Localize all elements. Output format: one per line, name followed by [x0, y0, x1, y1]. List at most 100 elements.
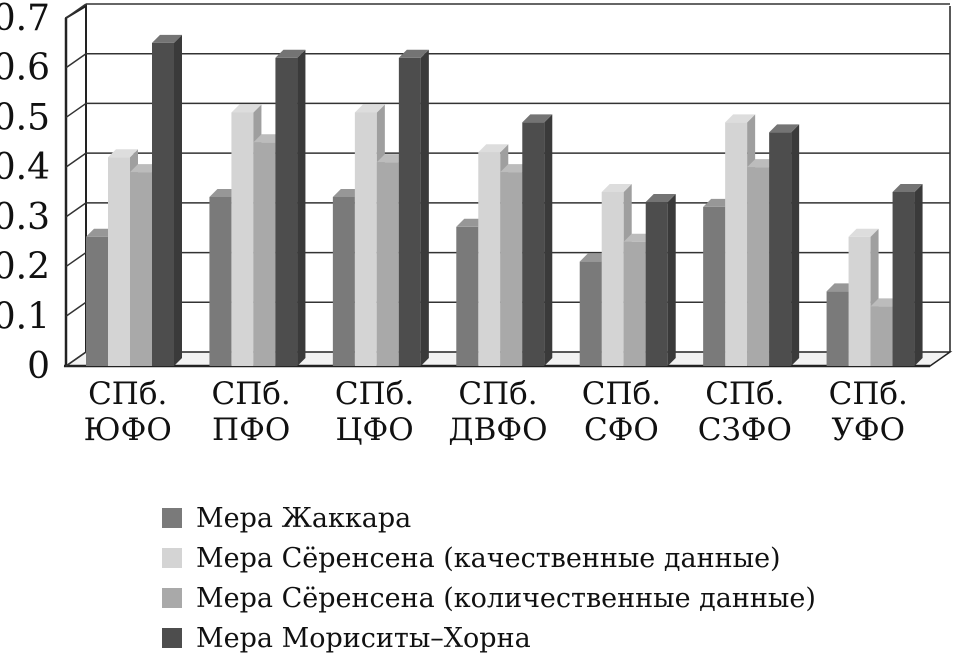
bar: [892, 184, 923, 366]
bar-front: [645, 201, 668, 366]
legend-swatch: [162, 548, 182, 568]
x-tick-label: СПб.: [582, 376, 661, 412]
x-tick-label: СПб.: [335, 376, 414, 412]
bar: [769, 124, 800, 366]
legend-item: Мера Сёренсена (качественные данные): [162, 540, 816, 576]
x-tick-label: ПФО: [212, 412, 290, 448]
bar-side: [420, 49, 429, 367]
bar-side: [174, 34, 182, 366]
bar-top: [892, 184, 923, 192]
gridline-depth: [65, 102, 87, 119]
bar-front: [892, 192, 915, 366]
bar-top: [108, 149, 138, 158]
bar-top: [231, 104, 262, 113]
bar: [275, 49, 306, 367]
bar-front: [108, 157, 130, 366]
bar-front: [332, 196, 355, 366]
bar-top: [848, 228, 879, 237]
bar-top: [645, 193, 676, 202]
gridline-depth: [65, 152, 87, 168]
bar: [398, 49, 429, 367]
bar-front: [130, 172, 152, 366]
gridline-depth: [65, 251, 87, 268]
bar-top: [398, 49, 429, 58]
bar-front: [456, 226, 479, 366]
x-tick-label: СПб.: [829, 376, 908, 412]
x-tick-label: СПб.: [212, 376, 291, 412]
y-tick-label: 0: [27, 346, 50, 387]
bar-top: [522, 114, 553, 123]
legend-item: Мера Жаккара: [162, 500, 816, 536]
x-tick-label: СПб.: [88, 376, 167, 412]
bar-front: [86, 236, 108, 366]
x-axis-ticks: СПб.ЮФОСПб.ПФОСПб.ЦФОСПб.ДВФОСПб.СФОСПб.…: [84, 376, 908, 448]
legend-swatch: [162, 628, 182, 648]
x-tick-label: СФО: [584, 412, 659, 448]
y-tick-label: 0.4: [0, 147, 50, 188]
bar-front: [354, 112, 377, 366]
bar-side: [667, 193, 676, 366]
bar-front: [253, 142, 276, 366]
y-tick-label: 0.5: [0, 97, 50, 138]
bar-front: [703, 206, 726, 366]
x-tick-label: СЗФО: [698, 412, 792, 448]
y-axis-ticks: 0 0.1 0.2 0.3 0.4 0.5 0.6 0.7: [0, 0, 50, 387]
bar-front: [826, 291, 849, 366]
bar: [522, 114, 553, 367]
bar-front: [209, 196, 232, 366]
y-tick-label: 0.3: [0, 197, 50, 238]
legend-label: Мера Мориситы–Хорна: [196, 622, 531, 654]
legend-item: Мера Мориситы–Хорна: [162, 620, 816, 656]
y-tick-label: 0.2: [0, 247, 50, 288]
x-tick-label: ЦФО: [335, 412, 413, 448]
y-tick-label: 0.6: [0, 48, 50, 89]
x-tick-label: СПб.: [458, 376, 537, 412]
legend-label: Мера Сёренсена (качественные данные): [196, 542, 781, 574]
bar-front: [398, 57, 421, 367]
bar-top: [769, 124, 800, 133]
bar: [645, 193, 676, 366]
legend: Мера Жаккара Мера Сёренсена (качественные…: [162, 500, 816, 660]
x-tick-label: ЮФО: [84, 412, 172, 448]
x-tick-label: СПб.: [705, 376, 784, 412]
bar-front: [500, 172, 523, 366]
bar-top: [601, 184, 632, 192]
bar-top: [354, 104, 385, 113]
bar-front: [152, 42, 174, 366]
bar-side: [791, 124, 800, 366]
bar-chart: 00.10.20.30.40.50.60.7 СПб.ЮФОСПб.ПФОСПб…: [0, 0, 953, 448]
bar-front: [376, 162, 399, 366]
bar-front: [275, 57, 298, 367]
bar-front: [747, 167, 770, 366]
gridline-depth: [65, 351, 87, 367]
bar-top: [275, 49, 306, 58]
y-tick-label: 0.7: [0, 0, 50, 39]
legend-label: Мера Сёренсена (количественные данные): [196, 582, 816, 614]
bar-front: [623, 241, 646, 366]
legend-label: Мера Жаккара: [196, 502, 412, 534]
bar-front: [870, 306, 893, 366]
bar-front: [725, 122, 748, 367]
bar-side: [914, 184, 923, 366]
bar-front: [231, 112, 254, 366]
legend-item: Мера Сёренсена (количественные данные): [162, 580, 816, 616]
x-tick-label: ДВФО: [448, 412, 547, 448]
bar-front: [522, 122, 545, 367]
bar-front: [579, 261, 602, 366]
gridline-depth: [65, 301, 87, 317]
x-tick-label: УФО: [832, 412, 906, 448]
bar-front: [769, 132, 792, 366]
bar: [152, 34, 182, 366]
bar-front: [478, 152, 501, 366]
gridline-depth: [65, 3, 87, 19]
gridline-depth: [65, 53, 87, 69]
bars: [86, 34, 923, 367]
legend-swatch: [162, 588, 182, 608]
bar-front: [848, 236, 871, 366]
y-tick-label: 0.1: [0, 296, 50, 337]
bar-side: [297, 49, 306, 367]
gridline-depth: [65, 202, 87, 218]
bar-top: [478, 144, 509, 153]
bar-top: [725, 114, 756, 123]
bar-front: [601, 192, 624, 366]
